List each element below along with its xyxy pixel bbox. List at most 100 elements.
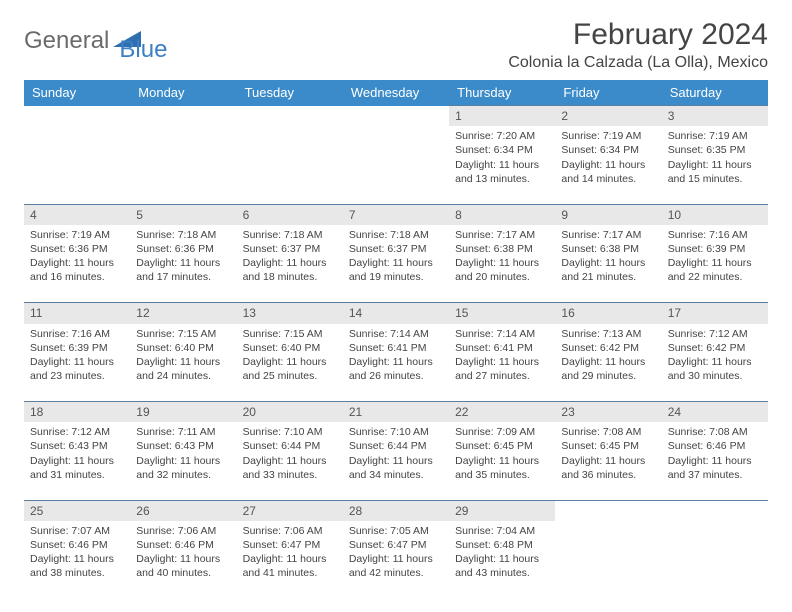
day-detail-cell: Sunrise: 7:10 AMSunset: 6:44 PMDaylight:… [237,422,343,500]
sunset-line: Sunset: 6:42 PM [561,341,655,355]
day-number-row: 123 [24,106,768,127]
day-detail-cell: Sunrise: 7:20 AMSunset: 6:34 PMDaylight:… [449,126,555,204]
daylight-line: Daylight: 11 hours and 20 minutes. [455,256,549,284]
daylight-line: Daylight: 11 hours and 36 minutes. [561,454,655,482]
day-number-cell: 20 [237,402,343,423]
sunset-line: Sunset: 6:38 PM [561,242,655,256]
day-number-cell: 18 [24,402,130,423]
sunset-line: Sunset: 6:37 PM [349,242,443,256]
sunset-line: Sunset: 6:46 PM [30,538,124,552]
daylight-line: Daylight: 11 hours and 25 minutes. [243,355,337,383]
sunset-line: Sunset: 6:39 PM [668,242,762,256]
sunset-line: Sunset: 6:45 PM [561,439,655,453]
empty-cell [555,500,661,521]
day-number-cell: 24 [662,402,768,423]
day-detail-row: Sunrise: 7:12 AMSunset: 6:43 PMDaylight:… [24,422,768,500]
sunset-line: Sunset: 6:41 PM [349,341,443,355]
sunrise-line: Sunrise: 7:10 AM [349,425,443,439]
sunset-line: Sunset: 6:40 PM [136,341,230,355]
daylight-line: Daylight: 11 hours and 32 minutes. [136,454,230,482]
sunrise-line: Sunrise: 7:08 AM [561,425,655,439]
daylight-line: Daylight: 11 hours and 41 minutes. [243,552,337,580]
daylight-line: Daylight: 11 hours and 42 minutes. [349,552,443,580]
day-detail-cell: Sunrise: 7:16 AMSunset: 6:39 PMDaylight:… [662,225,768,303]
day-detail-cell: Sunrise: 7:06 AMSunset: 6:46 PMDaylight:… [130,521,236,599]
empty-detail-cell [24,126,130,204]
weekday-header-row: SundayMondayTuesdayWednesdayThursdayFrid… [24,80,768,106]
empty-cell [237,106,343,127]
daylight-line: Daylight: 11 hours and 18 minutes. [243,256,337,284]
sunset-line: Sunset: 6:42 PM [668,341,762,355]
sunrise-line: Sunrise: 7:17 AM [561,228,655,242]
title-block: February 2024 Colonia la Calzada (La Oll… [508,18,768,72]
logo: General Blue [24,18,167,64]
day-detail-cell: Sunrise: 7:10 AMSunset: 6:44 PMDaylight:… [343,422,449,500]
day-detail-cell: Sunrise: 7:19 AMSunset: 6:36 PMDaylight:… [24,225,130,303]
day-number-cell: 21 [343,402,449,423]
daylight-line: Daylight: 11 hours and 30 minutes. [668,355,762,383]
weekday-header: Saturday [662,80,768,106]
day-number-cell: 13 [237,303,343,324]
day-detail-cell: Sunrise: 7:07 AMSunset: 6:46 PMDaylight:… [24,521,130,599]
empty-detail-cell [237,126,343,204]
sunset-line: Sunset: 6:34 PM [561,143,655,157]
sunset-line: Sunset: 6:36 PM [30,242,124,256]
sunset-line: Sunset: 6:39 PM [30,341,124,355]
day-number-cell: 29 [449,500,555,521]
sunrise-line: Sunrise: 7:18 AM [243,228,337,242]
sunrise-line: Sunrise: 7:06 AM [243,524,337,538]
day-number-cell: 2 [555,106,661,127]
day-detail-cell: Sunrise: 7:12 AMSunset: 6:42 PMDaylight:… [662,324,768,402]
day-number-cell: 15 [449,303,555,324]
month-title: February 2024 [508,18,768,52]
day-number-cell: 19 [130,402,236,423]
daylight-line: Daylight: 11 hours and 26 minutes. [349,355,443,383]
daylight-line: Daylight: 11 hours and 27 minutes. [455,355,549,383]
sunrise-line: Sunrise: 7:14 AM [455,327,549,341]
day-detail-cell: Sunrise: 7:04 AMSunset: 6:48 PMDaylight:… [449,521,555,599]
day-number-cell: 26 [130,500,236,521]
day-number-cell: 16 [555,303,661,324]
day-number-cell: 27 [237,500,343,521]
day-detail-cell: Sunrise: 7:06 AMSunset: 6:47 PMDaylight:… [237,521,343,599]
day-detail-cell: Sunrise: 7:15 AMSunset: 6:40 PMDaylight:… [130,324,236,402]
sunrise-line: Sunrise: 7:14 AM [349,327,443,341]
sunrise-line: Sunrise: 7:19 AM [668,129,762,143]
sunrise-line: Sunrise: 7:11 AM [136,425,230,439]
daylight-line: Daylight: 11 hours and 31 minutes. [30,454,124,482]
sunset-line: Sunset: 6:44 PM [243,439,337,453]
sunrise-line: Sunrise: 7:15 AM [136,327,230,341]
daylight-line: Daylight: 11 hours and 13 minutes. [455,158,549,186]
day-detail-cell: Sunrise: 7:08 AMSunset: 6:46 PMDaylight:… [662,422,768,500]
daylight-line: Daylight: 11 hours and 37 minutes. [668,454,762,482]
sunrise-line: Sunrise: 7:17 AM [455,228,549,242]
sunrise-line: Sunrise: 7:15 AM [243,327,337,341]
day-detail-cell: Sunrise: 7:13 AMSunset: 6:42 PMDaylight:… [555,324,661,402]
day-detail-cell: Sunrise: 7:18 AMSunset: 6:37 PMDaylight:… [237,225,343,303]
day-detail-row: Sunrise: 7:19 AMSunset: 6:36 PMDaylight:… [24,225,768,303]
day-number-cell: 3 [662,106,768,127]
sunrise-line: Sunrise: 7:09 AM [455,425,549,439]
day-detail-cell: Sunrise: 7:09 AMSunset: 6:45 PMDaylight:… [449,422,555,500]
day-detail-cell: Sunrise: 7:14 AMSunset: 6:41 PMDaylight:… [449,324,555,402]
day-detail-cell: Sunrise: 7:11 AMSunset: 6:43 PMDaylight:… [130,422,236,500]
sunset-line: Sunset: 6:40 PM [243,341,337,355]
daylight-line: Daylight: 11 hours and 16 minutes. [30,256,124,284]
day-detail-cell: Sunrise: 7:15 AMSunset: 6:40 PMDaylight:… [237,324,343,402]
header: General Blue February 2024 Colonia la Ca… [24,18,768,72]
daylight-line: Daylight: 11 hours and 19 minutes. [349,256,443,284]
sunrise-line: Sunrise: 7:16 AM [30,327,124,341]
day-number-row: 18192021222324 [24,402,768,423]
sunrise-line: Sunrise: 7:18 AM [349,228,443,242]
day-number-cell: 11 [24,303,130,324]
day-detail-cell: Sunrise: 7:12 AMSunset: 6:43 PMDaylight:… [24,422,130,500]
sunset-line: Sunset: 6:34 PM [455,143,549,157]
day-number-row: 11121314151617 [24,303,768,324]
sunrise-line: Sunrise: 7:10 AM [243,425,337,439]
weekday-header: Thursday [449,80,555,106]
day-number-cell: 28 [343,500,449,521]
weekday-header: Wednesday [343,80,449,106]
sunset-line: Sunset: 6:45 PM [455,439,549,453]
day-detail-row: Sunrise: 7:16 AMSunset: 6:39 PM Daylight:… [24,324,768,402]
day-number-row: 45678910 [24,204,768,225]
